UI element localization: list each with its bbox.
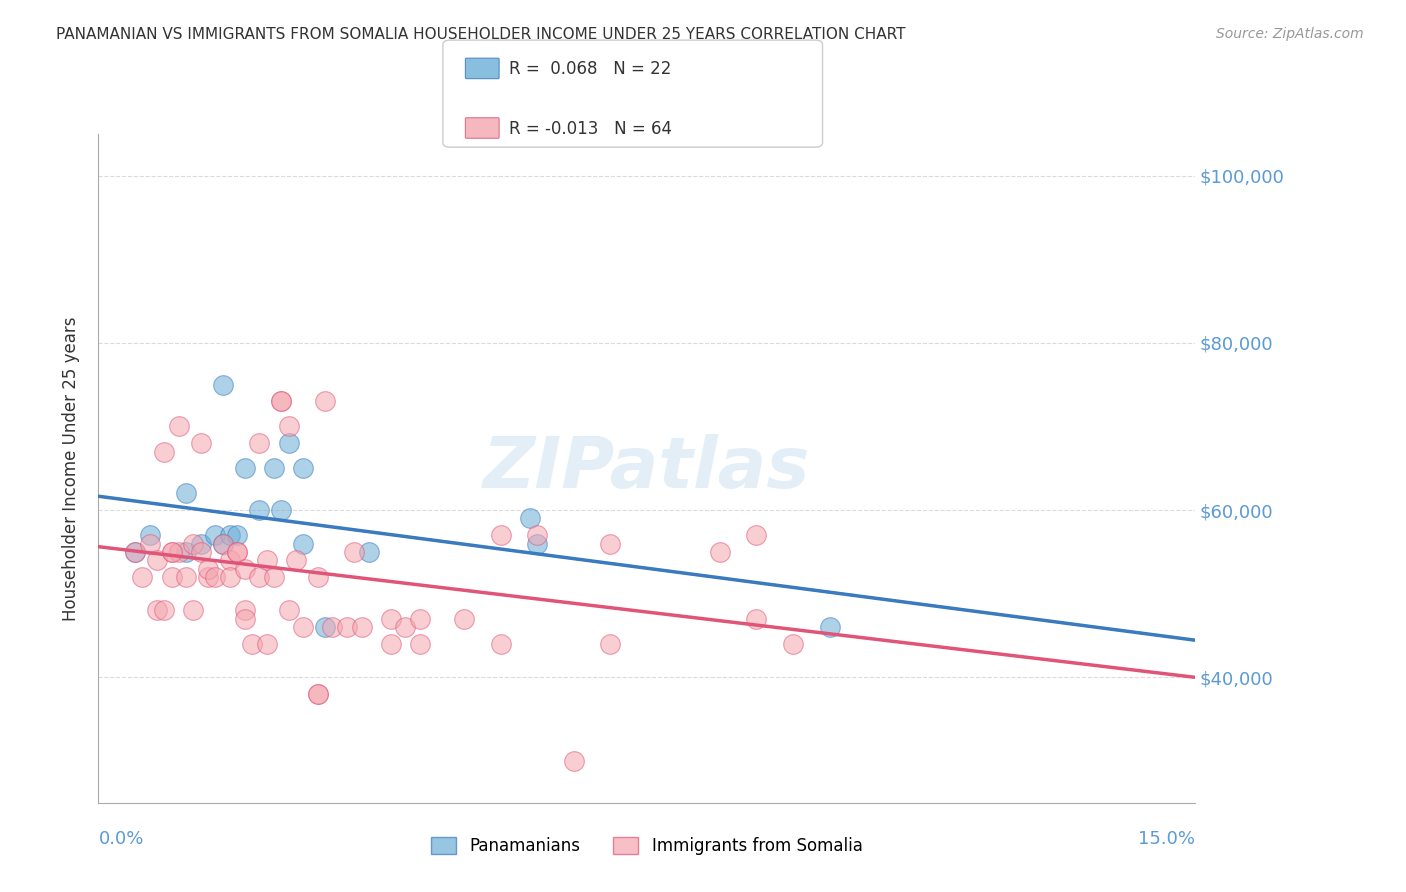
- Point: [526, 528, 548, 542]
- Text: ZIPatlas: ZIPatlas: [484, 434, 810, 503]
- Point: [314, 394, 336, 409]
- Point: [380, 637, 402, 651]
- Point: [709, 545, 731, 559]
- Point: [197, 562, 219, 576]
- Point: [226, 528, 249, 542]
- Point: [153, 444, 176, 458]
- Point: [153, 603, 176, 617]
- Point: [233, 603, 256, 617]
- Point: [183, 536, 205, 550]
- Point: [489, 528, 512, 542]
- Point: [380, 612, 402, 626]
- Text: Source: ZipAtlas.com: Source: ZipAtlas.com: [1216, 27, 1364, 41]
- Point: [321, 620, 343, 634]
- Point: [409, 612, 432, 626]
- Point: [219, 570, 242, 584]
- Point: [138, 528, 160, 542]
- Point: [124, 545, 146, 559]
- Point: [146, 553, 169, 567]
- Point: [336, 620, 359, 634]
- Point: [233, 562, 256, 576]
- Point: [146, 603, 169, 617]
- Point: [284, 553, 307, 567]
- Point: [562, 754, 585, 768]
- Point: [357, 545, 380, 559]
- Point: [263, 570, 285, 584]
- Point: [394, 620, 416, 634]
- Point: [190, 536, 212, 550]
- Point: [350, 620, 373, 634]
- Point: [270, 503, 292, 517]
- Point: [190, 545, 212, 559]
- Point: [277, 436, 299, 450]
- Legend: Panamanians, Immigrants from Somalia: Panamanians, Immigrants from Somalia: [425, 830, 869, 862]
- Point: [307, 570, 329, 584]
- Point: [599, 536, 621, 550]
- Point: [138, 536, 160, 550]
- Point: [745, 612, 768, 626]
- Point: [782, 637, 804, 651]
- Point: [270, 394, 292, 409]
- Point: [277, 603, 299, 617]
- Y-axis label: Householder Income Under 25 years: Householder Income Under 25 years: [62, 316, 80, 621]
- Point: [167, 545, 190, 559]
- Point: [160, 545, 183, 559]
- Point: [256, 553, 278, 567]
- Point: [197, 570, 219, 584]
- Point: [489, 637, 512, 651]
- Point: [307, 687, 329, 701]
- Point: [174, 570, 197, 584]
- Point: [247, 503, 270, 517]
- Text: 15.0%: 15.0%: [1137, 830, 1195, 847]
- Point: [270, 394, 292, 409]
- Point: [599, 637, 621, 651]
- Text: R =  0.068   N = 22: R = 0.068 N = 22: [509, 60, 671, 78]
- Point: [292, 536, 315, 550]
- Point: [124, 545, 146, 559]
- Point: [247, 436, 270, 450]
- Point: [204, 528, 226, 542]
- Point: [219, 553, 242, 567]
- Point: [745, 528, 768, 542]
- Point: [292, 620, 315, 634]
- Point: [160, 570, 183, 584]
- Point: [292, 461, 315, 475]
- Point: [167, 419, 190, 434]
- Point: [211, 536, 233, 550]
- Point: [343, 545, 366, 559]
- Point: [526, 536, 548, 550]
- Point: [183, 603, 205, 617]
- Point: [219, 528, 242, 542]
- Point: [307, 687, 329, 701]
- Point: [211, 536, 233, 550]
- Point: [519, 511, 541, 525]
- Point: [131, 570, 153, 584]
- Point: [314, 620, 336, 634]
- Point: [226, 545, 249, 559]
- Text: R = -0.013   N = 64: R = -0.013 N = 64: [509, 120, 672, 137]
- Point: [211, 377, 233, 392]
- Point: [263, 461, 285, 475]
- Point: [160, 545, 183, 559]
- Point: [256, 637, 278, 651]
- Point: [226, 545, 249, 559]
- Point: [190, 436, 212, 450]
- Point: [247, 570, 270, 584]
- Point: [409, 637, 432, 651]
- Point: [204, 570, 226, 584]
- Text: PANAMANIAN VS IMMIGRANTS FROM SOMALIA HOUSEHOLDER INCOME UNDER 25 YEARS CORRELAT: PANAMANIAN VS IMMIGRANTS FROM SOMALIA HO…: [56, 27, 905, 42]
- Point: [277, 419, 299, 434]
- Point: [240, 637, 263, 651]
- Point: [818, 620, 841, 634]
- Text: 0.0%: 0.0%: [98, 830, 143, 847]
- Point: [233, 461, 256, 475]
- Point: [174, 545, 197, 559]
- Point: [233, 612, 256, 626]
- Point: [453, 612, 475, 626]
- Point: [174, 486, 197, 500]
